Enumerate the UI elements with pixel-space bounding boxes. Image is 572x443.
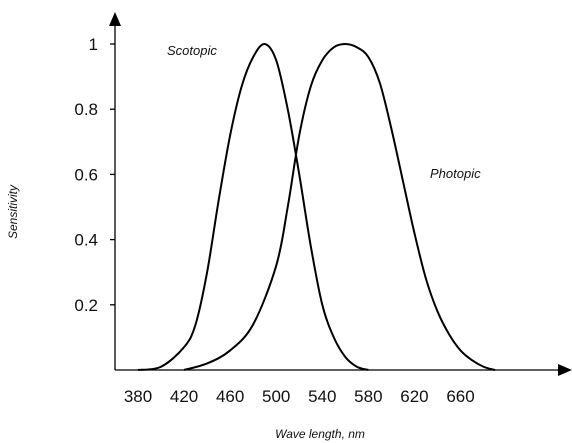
x-ticks: 380 420 460 500 540 580 620 660 — [124, 387, 475, 406]
x-tick-label: 460 — [216, 387, 244, 406]
x-tick-label: 540 — [308, 387, 336, 406]
y-tick-label: 0.6 — [74, 165, 98, 184]
series-line-photopic — [183, 43, 496, 371]
x-tick-label: 420 — [170, 387, 198, 406]
x-axis-arrow — [558, 364, 572, 376]
x-axis-title: Wave length, nm — [275, 427, 365, 441]
x-tick-label: 380 — [124, 387, 152, 406]
series-label-scotopic: Scotopic — [167, 43, 217, 58]
y-tick-label: 0.2 — [74, 296, 98, 315]
y-tick-label: 0.4 — [74, 231, 98, 250]
y-axis-arrow — [109, 12, 121, 26]
x-tick-label: 500 — [262, 387, 290, 406]
x-tick-label: 660 — [446, 387, 474, 406]
y-axis-title: Sensitivity — [6, 184, 20, 239]
y-tick-label: 1 — [89, 35, 98, 54]
series-line-scotopic — [137, 43, 369, 371]
series-label-photopic: Photopic — [430, 166, 481, 181]
y-ticks: 0.2 0.4 0.6 0.8 1 — [74, 35, 115, 315]
curves — [137, 43, 496, 371]
x-tick-label: 580 — [354, 387, 382, 406]
axes — [109, 12, 572, 376]
x-tick-label: 620 — [400, 387, 428, 406]
y-tick-label: 0.8 — [74, 100, 98, 119]
